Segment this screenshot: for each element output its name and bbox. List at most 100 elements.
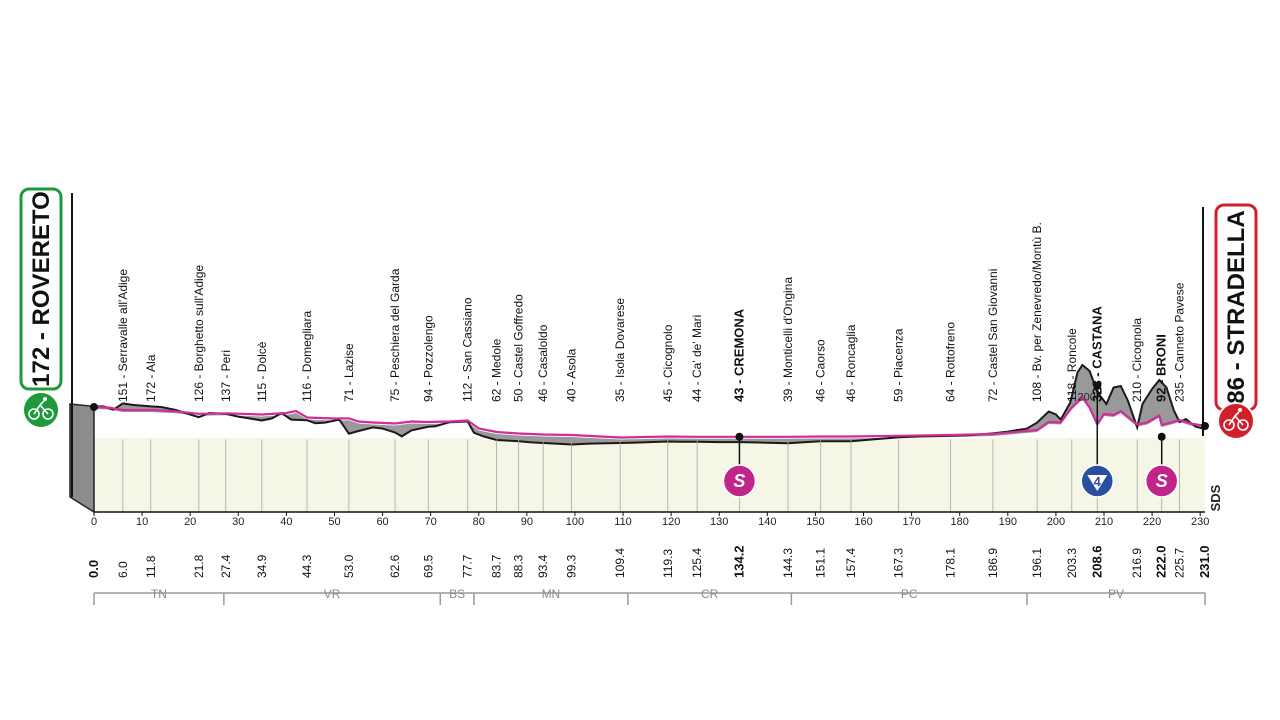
km-label: 151.1 xyxy=(814,548,828,578)
x-tick-label: 150 xyxy=(806,516,824,528)
km-label: 203.3 xyxy=(1065,548,1079,578)
x-tick-label: 220 xyxy=(1143,516,1161,528)
province-label: PV xyxy=(1108,587,1124,601)
start-label: 172 - ROVERETO xyxy=(28,191,55,387)
x-tick-label: 30 xyxy=(232,516,244,528)
start-cyclist-wheel xyxy=(42,408,54,420)
waypoint-label: 46 - Casaloldo xyxy=(536,324,550,402)
road-line-path xyxy=(93,395,1206,439)
province-label: MN xyxy=(542,587,561,601)
km-label: 69.5 xyxy=(421,554,435,578)
km-label: 225.7 xyxy=(1173,548,1187,578)
waypoint-label: 92 - BRONI xyxy=(1154,334,1169,402)
race-markers: S 4 S xyxy=(90,382,1209,498)
road-line: 200 xyxy=(93,392,1206,439)
start-cyclist-frame xyxy=(33,400,49,415)
plain-panel xyxy=(94,438,1205,512)
x-tick-label: 60 xyxy=(376,516,388,528)
x-tick-label: 100 xyxy=(566,516,584,528)
km-label: 157.4 xyxy=(844,548,858,578)
finish-cyclist-head xyxy=(1238,408,1242,412)
km-label: 186.9 xyxy=(986,548,1000,578)
profile-ridge-band xyxy=(94,365,1205,445)
x-tick-label: 210 xyxy=(1095,516,1113,528)
start-finish: 172 - ROVERETO 86 - STRADELLA xyxy=(19,187,1258,497)
sds-logo: SDS xyxy=(1208,484,1223,511)
finish-cyclist-icon xyxy=(1217,402,1255,440)
sprint-badge xyxy=(1144,464,1179,498)
km-label: 27.4 xyxy=(219,554,233,578)
x-tick-label: 50 xyxy=(328,516,340,528)
km-label: 0.0 xyxy=(86,560,101,578)
profile-left-wall xyxy=(69,403,95,514)
waypoint-label: 40 - Asola xyxy=(565,348,579,402)
province-label: BS xyxy=(449,587,465,601)
waypoint-label: 112 - San Cassiano xyxy=(461,297,475,402)
finish-cyclist-frame xyxy=(1228,411,1244,426)
province-label: CR xyxy=(701,587,719,601)
waypoint-label: 126 - Borghetto sull'Adige xyxy=(192,265,206,402)
x-tick-label: 80 xyxy=(473,516,485,528)
waypoint-gridlines xyxy=(122,439,1180,512)
x-tick-label: 130 xyxy=(710,516,728,528)
finish-cyclist-wheel xyxy=(1223,419,1235,431)
waypoint-label: 62 - Medole xyxy=(490,338,504,402)
km-label: 134.2 xyxy=(731,545,746,578)
km-label: 99.3 xyxy=(565,554,579,578)
waypoint-label: 46 - Roncaglia xyxy=(844,324,858,402)
finish-cyclist-wheel xyxy=(1237,419,1249,431)
km-label: 21.8 xyxy=(192,554,206,578)
waypoint-label: 172 - Ala xyxy=(144,354,158,402)
x-tick-label: 170 xyxy=(902,516,920,528)
waypoint-label: 137 - Peri xyxy=(219,350,233,402)
province-label: TN xyxy=(151,587,167,601)
x-tick-label: 140 xyxy=(758,516,776,528)
start-badge xyxy=(19,187,63,391)
km-label: 109.4 xyxy=(613,548,627,578)
waypoint-label: 115 - Dolcè xyxy=(255,341,269,402)
finish-label: 86 - STRADELLA xyxy=(1223,210,1250,403)
waypoint-label: 35 - Isola Dovarese xyxy=(613,298,627,402)
x-tick-label: 120 xyxy=(662,516,680,528)
km-label: 208.6 xyxy=(1089,545,1104,578)
km-label: 11.8 xyxy=(144,555,158,578)
waypoint-label: 75 - Peschiera del Garda xyxy=(388,268,402,402)
km-label: 77.7 xyxy=(461,554,475,578)
km-label: 62.6 xyxy=(388,554,402,578)
kom-badge-triangle xyxy=(1087,475,1108,491)
elevation-reference-label: 200 xyxy=(1078,392,1096,404)
km-label: 119.3 xyxy=(661,549,675,578)
waypoint-label: 39 - Monticelli d'Ongina xyxy=(781,277,795,402)
x-tick-label: 190 xyxy=(999,516,1017,528)
x-tick-label: 160 xyxy=(854,516,872,528)
start-dot xyxy=(90,403,98,411)
marker-dot xyxy=(735,432,744,441)
x-tick-label: 20 xyxy=(184,516,196,528)
km-label: 88.3 xyxy=(512,554,526,578)
km-labels: 0.0 6.0 11.8 21.8 27.4 34.9 44.3 53.0 62.6 69.5 77… xyxy=(86,545,1212,578)
km-label: 196.1 xyxy=(1030,548,1044,578)
waypoint-label: 108 - Bv. per Zenevredo/Montù B. xyxy=(1030,222,1044,402)
marker-dot xyxy=(1157,432,1166,441)
waypoint-label: 235 - Canneto Pavese xyxy=(1173,282,1187,402)
waypoint-label: 44 - Ca' de' Mari xyxy=(690,315,704,402)
province-label: VR xyxy=(324,587,341,601)
x-tick-label: 70 xyxy=(425,516,437,528)
start-cyclist-wheel xyxy=(28,408,40,420)
x-tick-label: 110 xyxy=(614,516,632,528)
waypoint-label: 118 - Roncole xyxy=(1065,328,1079,402)
waypoint-label: 116 - Domegliara xyxy=(300,311,314,402)
sprint-badge-label: S xyxy=(1156,471,1168,491)
waypoint-label: 151 - Serravalle all'Adige xyxy=(116,269,130,402)
waypoint-label: 43 - CREMONA xyxy=(731,308,746,402)
province-label: PC xyxy=(901,587,918,601)
km-label: 144.3 xyxy=(781,548,795,578)
kom-badge-label: 4 xyxy=(1094,474,1102,489)
x-axis: 0 10 20 30 40 50 60 70 80 90 100 110 120 130 140 150 160… xyxy=(91,484,1223,528)
x-tick-label: 40 xyxy=(280,516,292,528)
sprint-badge-label: S xyxy=(733,471,745,491)
x-tick-label: 0 xyxy=(91,516,97,528)
km-label: 167.3 xyxy=(892,548,906,578)
plain-area xyxy=(94,438,1205,512)
